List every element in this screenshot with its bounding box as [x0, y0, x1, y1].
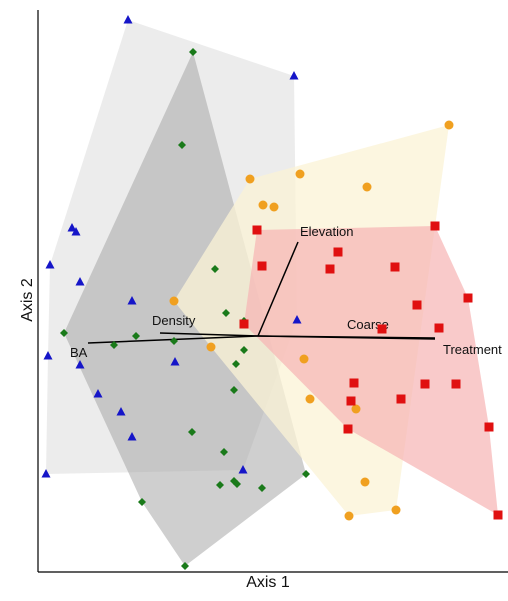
y-axis-title: Axis 2	[18, 278, 36, 322]
point-triangle-15	[41, 469, 51, 478]
x-axis-title: Axis 1	[246, 574, 290, 591]
point-triangle-1	[123, 15, 133, 24]
point-square-6	[390, 262, 400, 272]
point-circle-10	[305, 394, 315, 404]
point-diamond-21	[181, 562, 189, 570]
point-diamond-16	[216, 481, 224, 489]
point-square-18	[484, 422, 494, 432]
point-circle-2	[245, 174, 255, 184]
point-triangle-10	[170, 357, 180, 366]
vector-label-treatment: Treatment	[443, 342, 502, 357]
point-diamond-3	[211, 265, 219, 273]
point-diamond-13	[188, 428, 196, 436]
point-diamond-20	[138, 498, 146, 506]
point-triangle-8	[292, 315, 302, 324]
y-axis-title-wrap: Axis 2	[6, 0, 36, 601]
point-circle-11	[351, 404, 361, 414]
point-circle-7	[169, 296, 179, 306]
data-points	[41, 15, 503, 570]
point-square-16	[396, 394, 406, 404]
point-triangle-11	[75, 360, 85, 369]
point-triangle-14	[127, 432, 137, 441]
point-circle-6	[269, 202, 279, 212]
point-square-11	[377, 324, 387, 334]
vector-density	[159, 332, 259, 337]
vector-label-ba: BA	[70, 345, 88, 360]
point-triangle-16	[238, 465, 248, 474]
point-diamond-2	[178, 141, 186, 149]
point-triangle-12	[93, 389, 103, 398]
point-diamond-4	[222, 309, 230, 317]
point-circle-1	[444, 120, 454, 130]
point-diamond-5	[170, 337, 178, 345]
point-diamond-6	[60, 329, 68, 337]
point-diamond-15	[302, 470, 310, 478]
point-triangle-6	[75, 277, 85, 286]
group-hulls	[46, 20, 498, 566]
point-circle-4	[362, 182, 372, 192]
point-triangle-2	[289, 71, 299, 80]
hull-group-4	[244, 226, 498, 515]
point-triangle-3	[67, 223, 77, 232]
point-circle-9	[299, 354, 309, 364]
point-square-9	[434, 323, 444, 333]
point-square-10	[239, 319, 249, 329]
point-diamond-1	[189, 48, 197, 56]
point-triangle-13	[116, 407, 126, 416]
point-square-5	[325, 264, 335, 274]
vector-treatment	[257, 335, 436, 340]
point-triangle-4	[71, 227, 81, 236]
point-diamond-8	[110, 341, 118, 349]
point-diamond-14	[220, 448, 228, 456]
vector-elevation	[257, 241, 299, 337]
point-circle-3	[295, 169, 305, 179]
point-circle-14	[344, 511, 354, 521]
point-triangle-9	[43, 351, 53, 360]
axes	[37, 10, 508, 573]
point-square-19	[493, 510, 503, 520]
point-diamond-10	[240, 346, 248, 354]
point-diamond-18	[233, 480, 241, 488]
point-square-8	[412, 300, 422, 310]
point-square-2	[430, 221, 440, 231]
point-circle-8	[206, 342, 216, 352]
point-square-15	[346, 396, 356, 406]
point-square-4	[257, 261, 267, 271]
point-diamond-19	[258, 484, 266, 492]
point-square-3	[333, 247, 343, 257]
point-diamond-11	[232, 360, 240, 368]
point-circle-5	[258, 200, 268, 210]
point-diamond-12	[230, 386, 238, 394]
vector-label-density: Density	[152, 313, 196, 328]
point-square-14	[451, 379, 461, 389]
point-square-1	[252, 225, 262, 235]
point-triangle-7	[127, 296, 137, 305]
point-triangle-5	[45, 260, 55, 269]
point-square-13	[420, 379, 430, 389]
vector-label-elevation: Elevation	[300, 224, 353, 239]
point-square-7	[463, 293, 473, 303]
point-circle-12	[360, 477, 370, 487]
point-circle-13	[391, 505, 401, 515]
point-diamond-7	[132, 332, 140, 340]
point-square-17	[343, 424, 353, 434]
point-square-12	[349, 378, 359, 388]
